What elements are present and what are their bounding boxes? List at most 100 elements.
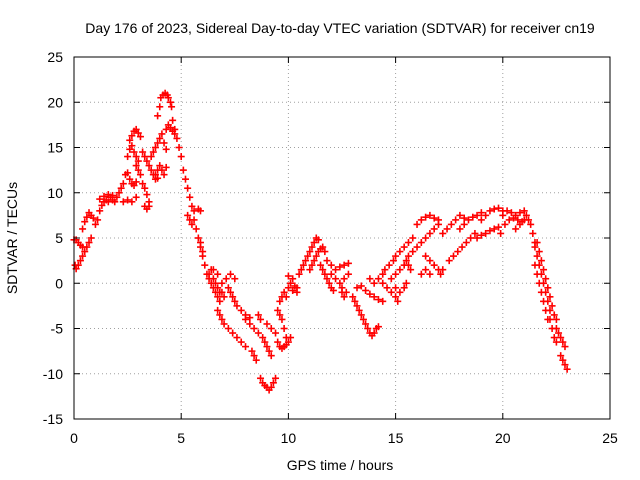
data-point	[389, 257, 397, 265]
data-point	[413, 243, 421, 251]
data-point	[462, 239, 470, 247]
x-tick-label: 0	[70, 430, 78, 446]
data-point	[540, 266, 548, 274]
data-point	[94, 216, 102, 224]
data-point	[115, 189, 123, 197]
plot-frame	[73, 56, 611, 420]
data-point	[374, 296, 382, 304]
x-axis-label: GPS time / hours	[287, 457, 394, 473]
data-point	[74, 261, 82, 269]
data-point	[477, 209, 485, 217]
data-point	[162, 163, 170, 171]
data-point	[263, 320, 271, 328]
data-point	[280, 325, 288, 332]
data-point	[552, 338, 560, 346]
data-point	[353, 302, 361, 310]
data-point	[81, 248, 89, 256]
data-point	[312, 252, 320, 260]
data-point	[158, 130, 166, 138]
data-point	[278, 293, 286, 301]
data-point	[111, 198, 119, 206]
data-point	[332, 275, 340, 283]
data-point	[212, 279, 220, 287]
data-point	[409, 234, 417, 242]
data-point	[250, 325, 258, 332]
data-point	[561, 343, 569, 351]
data-point	[168, 103, 176, 111]
data-point	[173, 134, 181, 142]
data-point	[166, 98, 174, 106]
data-point	[227, 288, 235, 296]
data-point	[158, 166, 166, 174]
data-point	[190, 207, 198, 215]
data-point	[557, 352, 565, 360]
data-point	[557, 334, 565, 342]
data-point	[482, 229, 490, 237]
data-point	[229, 329, 237, 337]
data-point	[319, 243, 327, 251]
data-point	[497, 229, 505, 237]
data-point	[154, 139, 162, 147]
data-point	[214, 270, 222, 278]
data-point	[91, 220, 99, 228]
data-point	[422, 234, 430, 242]
data-point	[145, 202, 153, 210]
y-axis-label: SDTVAR / TECUs	[4, 182, 20, 294]
data-point	[374, 275, 382, 283]
data-point	[430, 214, 438, 222]
data-point	[302, 257, 310, 265]
data-point	[141, 184, 149, 192]
data-point	[379, 297, 387, 305]
x-tick-label: 5	[177, 430, 185, 446]
data-point	[188, 202, 196, 210]
data-point	[132, 178, 140, 186]
data-point	[156, 162, 164, 170]
data-point	[267, 325, 275, 332]
data-point	[124, 196, 132, 204]
data-point	[323, 275, 331, 283]
data-point	[252, 356, 260, 364]
data-point	[310, 257, 318, 265]
data-point	[404, 261, 412, 269]
data-point	[128, 132, 136, 140]
data-point	[306, 266, 314, 274]
data-point	[417, 270, 425, 278]
data-point	[471, 229, 479, 237]
data-point	[456, 211, 464, 219]
data-point	[79, 225, 87, 233]
data-point	[516, 220, 524, 228]
data-point	[342, 288, 350, 296]
y-tick-label: -15	[43, 411, 63, 427]
data-point	[220, 293, 228, 301]
data-point	[544, 284, 552, 292]
x-tick-labels: 0 5 10 15 20 25	[70, 430, 618, 446]
data-point	[392, 252, 400, 260]
y-tick-label: -10	[43, 366, 63, 382]
data-point	[329, 286, 337, 294]
data-point	[216, 297, 224, 305]
data-point	[231, 297, 239, 305]
data-point	[385, 261, 393, 269]
data-point	[396, 266, 404, 274]
data-point	[503, 207, 511, 215]
data-point	[344, 270, 352, 278]
data-point	[214, 306, 222, 314]
data-point	[542, 275, 550, 283]
y-tick-label: -5	[51, 321, 64, 337]
data-point	[284, 338, 292, 346]
data-point	[119, 180, 127, 188]
y-tick-label: 0	[55, 275, 63, 291]
data-point	[364, 325, 372, 332]
data-point	[254, 311, 262, 319]
data-point	[344, 259, 352, 267]
data-point	[477, 216, 485, 224]
data-point	[81, 218, 89, 226]
data-point	[263, 343, 271, 351]
data-point	[529, 229, 537, 237]
data-point	[409, 248, 417, 256]
data-point	[426, 257, 434, 265]
data-point	[76, 257, 84, 265]
data-point	[447, 220, 455, 228]
data-point	[218, 288, 226, 296]
